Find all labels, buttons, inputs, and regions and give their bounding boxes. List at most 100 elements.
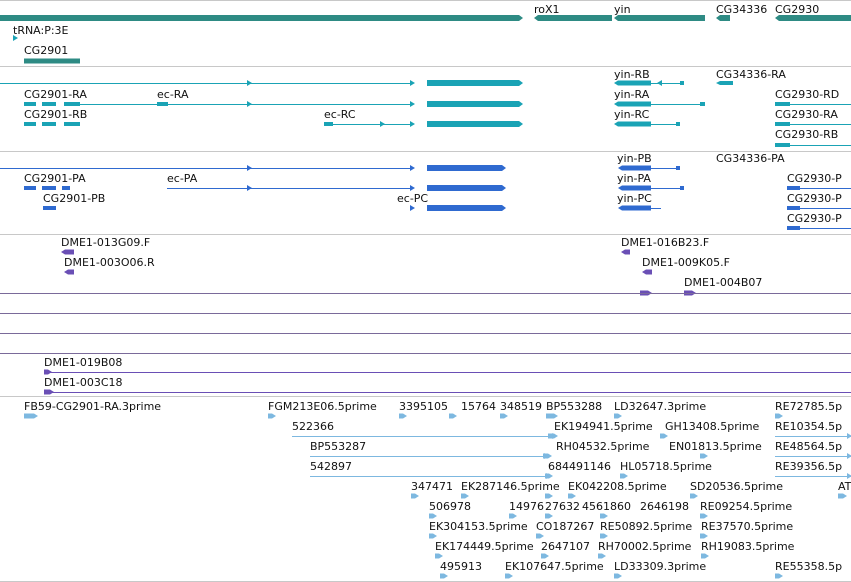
est-label[interactable]: RE39356.5p — [775, 460, 843, 473]
transcript-label[interactable]: yin-RA — [614, 88, 650, 101]
est-label[interactable]: RE10354.5p — [775, 420, 843, 433]
transcript-label[interactable]: CG2901-RB — [24, 108, 88, 121]
est-arrow[interactable] — [847, 473, 851, 479]
protein-exon[interactable] — [676, 166, 680, 170]
transcript-exon[interactable] — [775, 102, 790, 106]
est-label[interactable]: CO187267 — [536, 520, 595, 533]
transcript-label[interactable]: yin-RB — [614, 68, 650, 81]
transcript-intron-line[interactable] — [775, 124, 851, 125]
est-glyph[interactable] — [545, 473, 553, 479]
strand-arrow[interactable] — [247, 101, 252, 107]
transcript-intron-line[interactable] — [80, 104, 412, 105]
est-label[interactable]: FGM213E06.5prime — [268, 400, 377, 413]
strand-arrow[interactable] — [410, 165, 415, 171]
transcript-intron-line[interactable] — [651, 83, 680, 84]
protein-line[interactable] — [651, 168, 680, 169]
est-label[interactable]: AT — [838, 480, 851, 493]
est-glyph[interactable] — [541, 553, 549, 559]
est-glyph[interactable] — [775, 413, 783, 419]
est-label[interactable]: FB59-CG2901-RA.3prime — [24, 400, 162, 413]
gene-label[interactable]: CG2930 — [775, 3, 820, 16]
est-label[interactable]: 348519 — [500, 400, 542, 413]
transcript-exon[interactable] — [42, 102, 56, 106]
est-line[interactable] — [310, 476, 550, 477]
est-label[interactable]: SD20536.5prime — [690, 480, 783, 493]
gene-glyph[interactable] — [534, 15, 612, 21]
trna-glyph[interactable] — [13, 35, 18, 41]
est-label[interactable]: RE50892.5prime — [600, 520, 693, 533]
strand-arrow[interactable] — [657, 80, 662, 86]
transcript-exon[interactable] — [64, 122, 80, 126]
protein-label[interactable]: yin-PC — [617, 192, 652, 205]
transcript-label[interactable]: ec-RC — [324, 108, 356, 121]
transcript-intron-line[interactable] — [775, 145, 851, 146]
strand-arrow[interactable] — [247, 185, 252, 191]
est-glyph[interactable] — [614, 413, 622, 419]
transcript-label[interactable]: CG2930-RD — [775, 88, 840, 101]
est-label[interactable]: EK287146.5prime — [461, 480, 560, 493]
transcript-exon[interactable] — [24, 102, 36, 106]
est-glyph[interactable] — [268, 413, 276, 419]
protein-label[interactable]: CG2930-P — [787, 192, 842, 205]
est-line[interactable] — [775, 456, 851, 457]
est-glyph[interactable] — [700, 513, 708, 519]
transcript-exon[interactable] — [157, 102, 168, 106]
protein-exon[interactable] — [787, 186, 800, 190]
transcript-label[interactable]: ec-RA — [157, 88, 189, 101]
est-label[interactable]: RH04532.5prime — [556, 440, 650, 453]
transcript-exon[interactable] — [324, 122, 333, 126]
protein-label[interactable]: CG2930-P — [787, 212, 842, 225]
est-label[interactable]: 506978 — [429, 500, 471, 513]
strand-arrow[interactable] — [247, 80, 252, 86]
strand-arrow[interactable] — [410, 80, 415, 86]
est-label[interactable]: HL05718.5prime — [620, 460, 712, 473]
gene-glyph[interactable] — [614, 15, 705, 21]
est-label[interactable]: EK042208.5prime — [568, 480, 667, 493]
protein-line[interactable] — [167, 188, 412, 189]
transcript-exon[interactable] — [64, 102, 80, 106]
oligo-label[interactable]: DME1-016B23.F — [621, 236, 710, 249]
gene-label[interactable]: CG34336 — [716, 3, 768, 16]
est-label[interactable]: 15764 — [461, 400, 496, 413]
transcript-exon[interactable] — [427, 101, 523, 107]
transcript-exon[interactable] — [427, 80, 523, 86]
est-label[interactable]: 542897 — [310, 460, 352, 473]
protein-exon[interactable] — [43, 206, 56, 210]
transcript-exon[interactable] — [614, 80, 651, 86]
est-glyph[interactable] — [505, 573, 513, 579]
transcript-label[interactable]: CG2901-RA — [24, 88, 87, 101]
protein-exon[interactable] — [787, 226, 800, 230]
est-label[interactable]: 27632 — [545, 500, 580, 513]
transcript-label[interactable]: yin-RC — [614, 108, 650, 121]
strand-arrow[interactable] — [410, 121, 415, 127]
transcript-label[interactable]: CG2930-RA — [775, 108, 838, 121]
protein-exon[interactable] — [427, 165, 506, 171]
est-glyph[interactable] — [598, 553, 606, 559]
protein-label[interactable]: CG2930-P — [787, 172, 842, 185]
est-glyph[interactable] — [700, 533, 708, 539]
protein-line[interactable] — [651, 188, 684, 189]
transcript-exon[interactable] — [24, 122, 36, 126]
est-glyph[interactable] — [775, 573, 783, 579]
oligo-label[interactable]: DME1-019B08 — [44, 356, 123, 369]
est-glyph[interactable] — [614, 573, 622, 579]
est-glyph[interactable] — [399, 413, 407, 419]
est-glyph[interactable] — [500, 413, 508, 419]
transcript-exon[interactable] — [716, 81, 733, 85]
est-glyph[interactable] — [660, 433, 668, 439]
protein-label[interactable]: yin-PB — [617, 152, 652, 165]
est-glyph[interactable] — [600, 513, 608, 519]
oligo-label[interactable]: DME1-013G09.F — [61, 236, 151, 249]
est-glyph[interactable] — [435, 553, 443, 559]
transcript-exon[interactable] — [676, 122, 680, 126]
oligo-line[interactable] — [44, 372, 851, 373]
est-label[interactable]: RE55358.5p — [775, 560, 843, 573]
est-line[interactable] — [292, 436, 556, 437]
est-glyph[interactable] — [543, 453, 552, 459]
est-line[interactable] — [310, 456, 548, 457]
est-label[interactable]: 4561860 — [582, 500, 631, 513]
protein-line[interactable] — [651, 208, 661, 209]
est-glyph[interactable] — [548, 433, 558, 439]
est-label[interactable]: 684491146 — [548, 460, 611, 473]
est-label[interactable]: RE72785.5p — [775, 400, 843, 413]
